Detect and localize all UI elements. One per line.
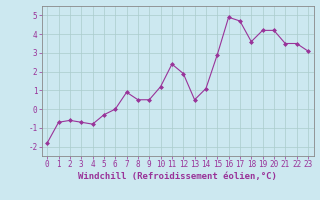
X-axis label: Windchill (Refroidissement éolien,°C): Windchill (Refroidissement éolien,°C) (78, 172, 277, 181)
